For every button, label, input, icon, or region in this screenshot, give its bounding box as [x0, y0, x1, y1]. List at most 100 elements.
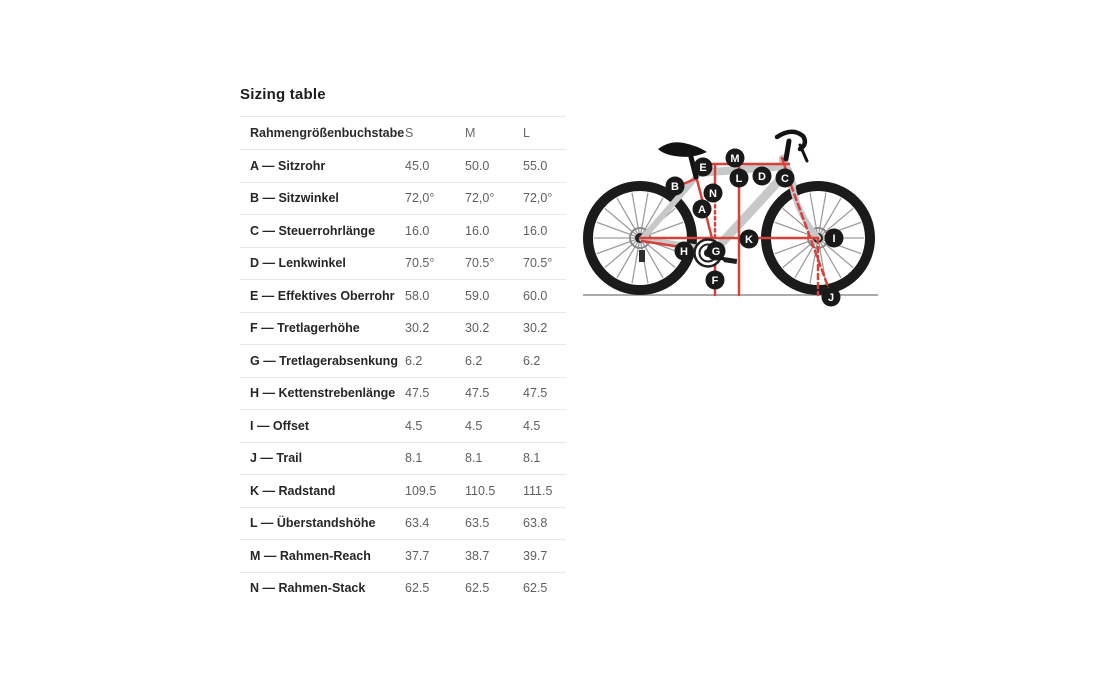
value-l: 55.0	[523, 158, 548, 173]
steering-axis-dashed	[789, 183, 833, 297]
marker-j	[821, 287, 841, 307]
value-m: 62.5	[465, 581, 490, 596]
marker-letter-e: E	[699, 162, 706, 174]
marker-letter-f: F	[712, 275, 719, 287]
measurement-label: B — Sitzwinkel	[250, 191, 339, 206]
value-s: 30.2	[405, 321, 430, 336]
brake-lever	[798, 143, 809, 163]
table-row: E — Effektives Oberrohr 58.0 59.0 60.0	[240, 279, 566, 312]
table-row: N — Rahmen-Stack 62.5 62.5 62.5	[240, 571, 566, 605]
measurement-label: K — Radstand	[250, 483, 336, 498]
value-s: 37.7	[405, 548, 430, 563]
value-l: 111.5	[523, 483, 553, 498]
value-s: 16.0	[405, 223, 430, 238]
measurement-label: E — Effektives Oberrohr	[250, 288, 395, 303]
marker-l	[729, 168, 749, 188]
value-m: 63.5	[465, 516, 490, 531]
marker-f	[705, 270, 725, 290]
col-header-m: M	[465, 126, 476, 140]
measurement-label: F — Tretlagerhöhe	[250, 321, 360, 336]
value-m: 8.1	[465, 451, 483, 466]
marker-k	[739, 229, 759, 249]
table-row: H — Kettenstrebenlänge 47.5 47.5 47.5	[240, 376, 566, 410]
table-row: G — Tretlagerabsenkung 6.2 6.2 6.2	[240, 344, 566, 377]
geometry-markers: A B C D E F G H I J K LM N	[665, 148, 844, 307]
measurement-label: D — Lenkwinkel	[250, 256, 346, 271]
down-tube	[711, 166, 793, 254]
marker-letter-k: K	[745, 234, 753, 246]
value-l: 70.5°	[523, 256, 553, 271]
value-m: 110.5	[465, 483, 496, 498]
col-header-s: S	[405, 126, 414, 140]
table-row: A — Sitzrohr 45.0 50.0 55.0	[240, 149, 566, 182]
measurement-label: M — Rahmen-Reach	[250, 548, 371, 563]
value-m: 38.7	[465, 548, 490, 563]
stem	[783, 138, 792, 162]
table-header-row: Rahmengrößenbuchstabe S M L	[240, 116, 566, 149]
table-row: D — Lenkwinkel 70.5° 70.5° 70.5°	[240, 246, 566, 280]
value-s: 45.0	[405, 158, 430, 173]
marker-d	[752, 166, 772, 186]
marker-letter-a: A	[698, 204, 706, 216]
marker-letter-j: J	[828, 292, 834, 304]
marker-letter-b: B	[671, 181, 679, 193]
marker-letter-i: I	[832, 233, 835, 245]
value-s: 62.5	[405, 581, 430, 596]
marker-letter-m: M	[730, 153, 739, 165]
value-l: 39.7	[523, 548, 548, 563]
table-row: I — Offset 4.5 4.5 4.5	[240, 409, 566, 442]
marker-letter-h: H	[680, 246, 688, 258]
handlebar	[774, 129, 808, 152]
measurement-label: G — Tretlagerabsenkung	[250, 353, 398, 368]
table-row: B — Sitzwinkel 72,0° 72,0° 72,0°	[240, 181, 566, 215]
value-s: 58.0	[405, 288, 430, 303]
value-l: 63.8	[523, 516, 548, 531]
saddle	[658, 142, 707, 157]
value-m: 47.5	[465, 386, 490, 401]
seat-stay	[639, 172, 701, 242]
value-l: 8.1	[523, 451, 541, 466]
value-s: 8.1	[405, 451, 423, 466]
value-s: 72,0°	[405, 191, 435, 206]
page-title: Sizing table	[240, 86, 326, 103]
marker-c	[775, 168, 795, 188]
sizing-table: Rahmengrößenbuchstabe S M L A — Sitzrohr…	[240, 116, 566, 604]
value-m: 4.5	[465, 418, 483, 433]
bike-geometry-diagram: A B C D E F G H I J K LM N	[583, 129, 878, 307]
value-l: 62.5	[523, 581, 548, 596]
value-l: 47.5	[523, 386, 548, 401]
measurement-label: L — Überstandshöhe	[250, 516, 376, 531]
marker-h	[674, 241, 694, 261]
marker-letter-c: C	[781, 173, 789, 185]
table-row: M — Rahmen-Reach 37.7 38.7 39.7	[240, 539, 566, 572]
measurement-label: A — Sitzrohr	[250, 158, 326, 173]
value-m: 30.2	[465, 321, 490, 336]
marker-letter-d: D	[758, 171, 766, 183]
value-l: 4.5	[523, 418, 541, 433]
value-s: 63.4	[405, 516, 430, 531]
table-row: C — Steuerrohrlänge 16.0 16.0 16.0	[240, 214, 566, 247]
rear-derailleur	[639, 250, 645, 262]
marker-letter-g: G	[712, 246, 721, 258]
value-m: 16.0	[465, 223, 490, 238]
value-m: 70.5°	[465, 256, 495, 271]
value-s: 70.5°	[405, 256, 435, 271]
value-l: 30.2	[523, 321, 548, 336]
value-l: 16.0	[523, 223, 548, 238]
value-s: 109.5	[405, 483, 437, 498]
table-body: A — Sitzrohr 45.0 50.0 55.0 B — Sitzwink…	[240, 149, 566, 604]
marker-m	[725, 148, 745, 168]
measurement-label: J — Trail	[250, 451, 303, 466]
value-l: 72,0°	[523, 191, 553, 206]
seat-post	[687, 150, 699, 180]
table-row: L — Überstandshöhe 63.4 63.5 63.8	[240, 506, 566, 540]
measurement-label: I — Offset	[250, 418, 310, 433]
table-row: J — Trail 8.1 8.1 8.1	[240, 441, 566, 475]
marker-n	[703, 183, 723, 203]
marker-letter-n: N	[709, 188, 717, 200]
value-m: 59.0	[465, 288, 490, 303]
measurement-label: C — Steuerrohrlänge	[250, 223, 376, 238]
value-s: 6.2	[405, 353, 423, 368]
table-row: F — Tretlagerhöhe 30.2 30.2 30.2	[240, 311, 566, 345]
